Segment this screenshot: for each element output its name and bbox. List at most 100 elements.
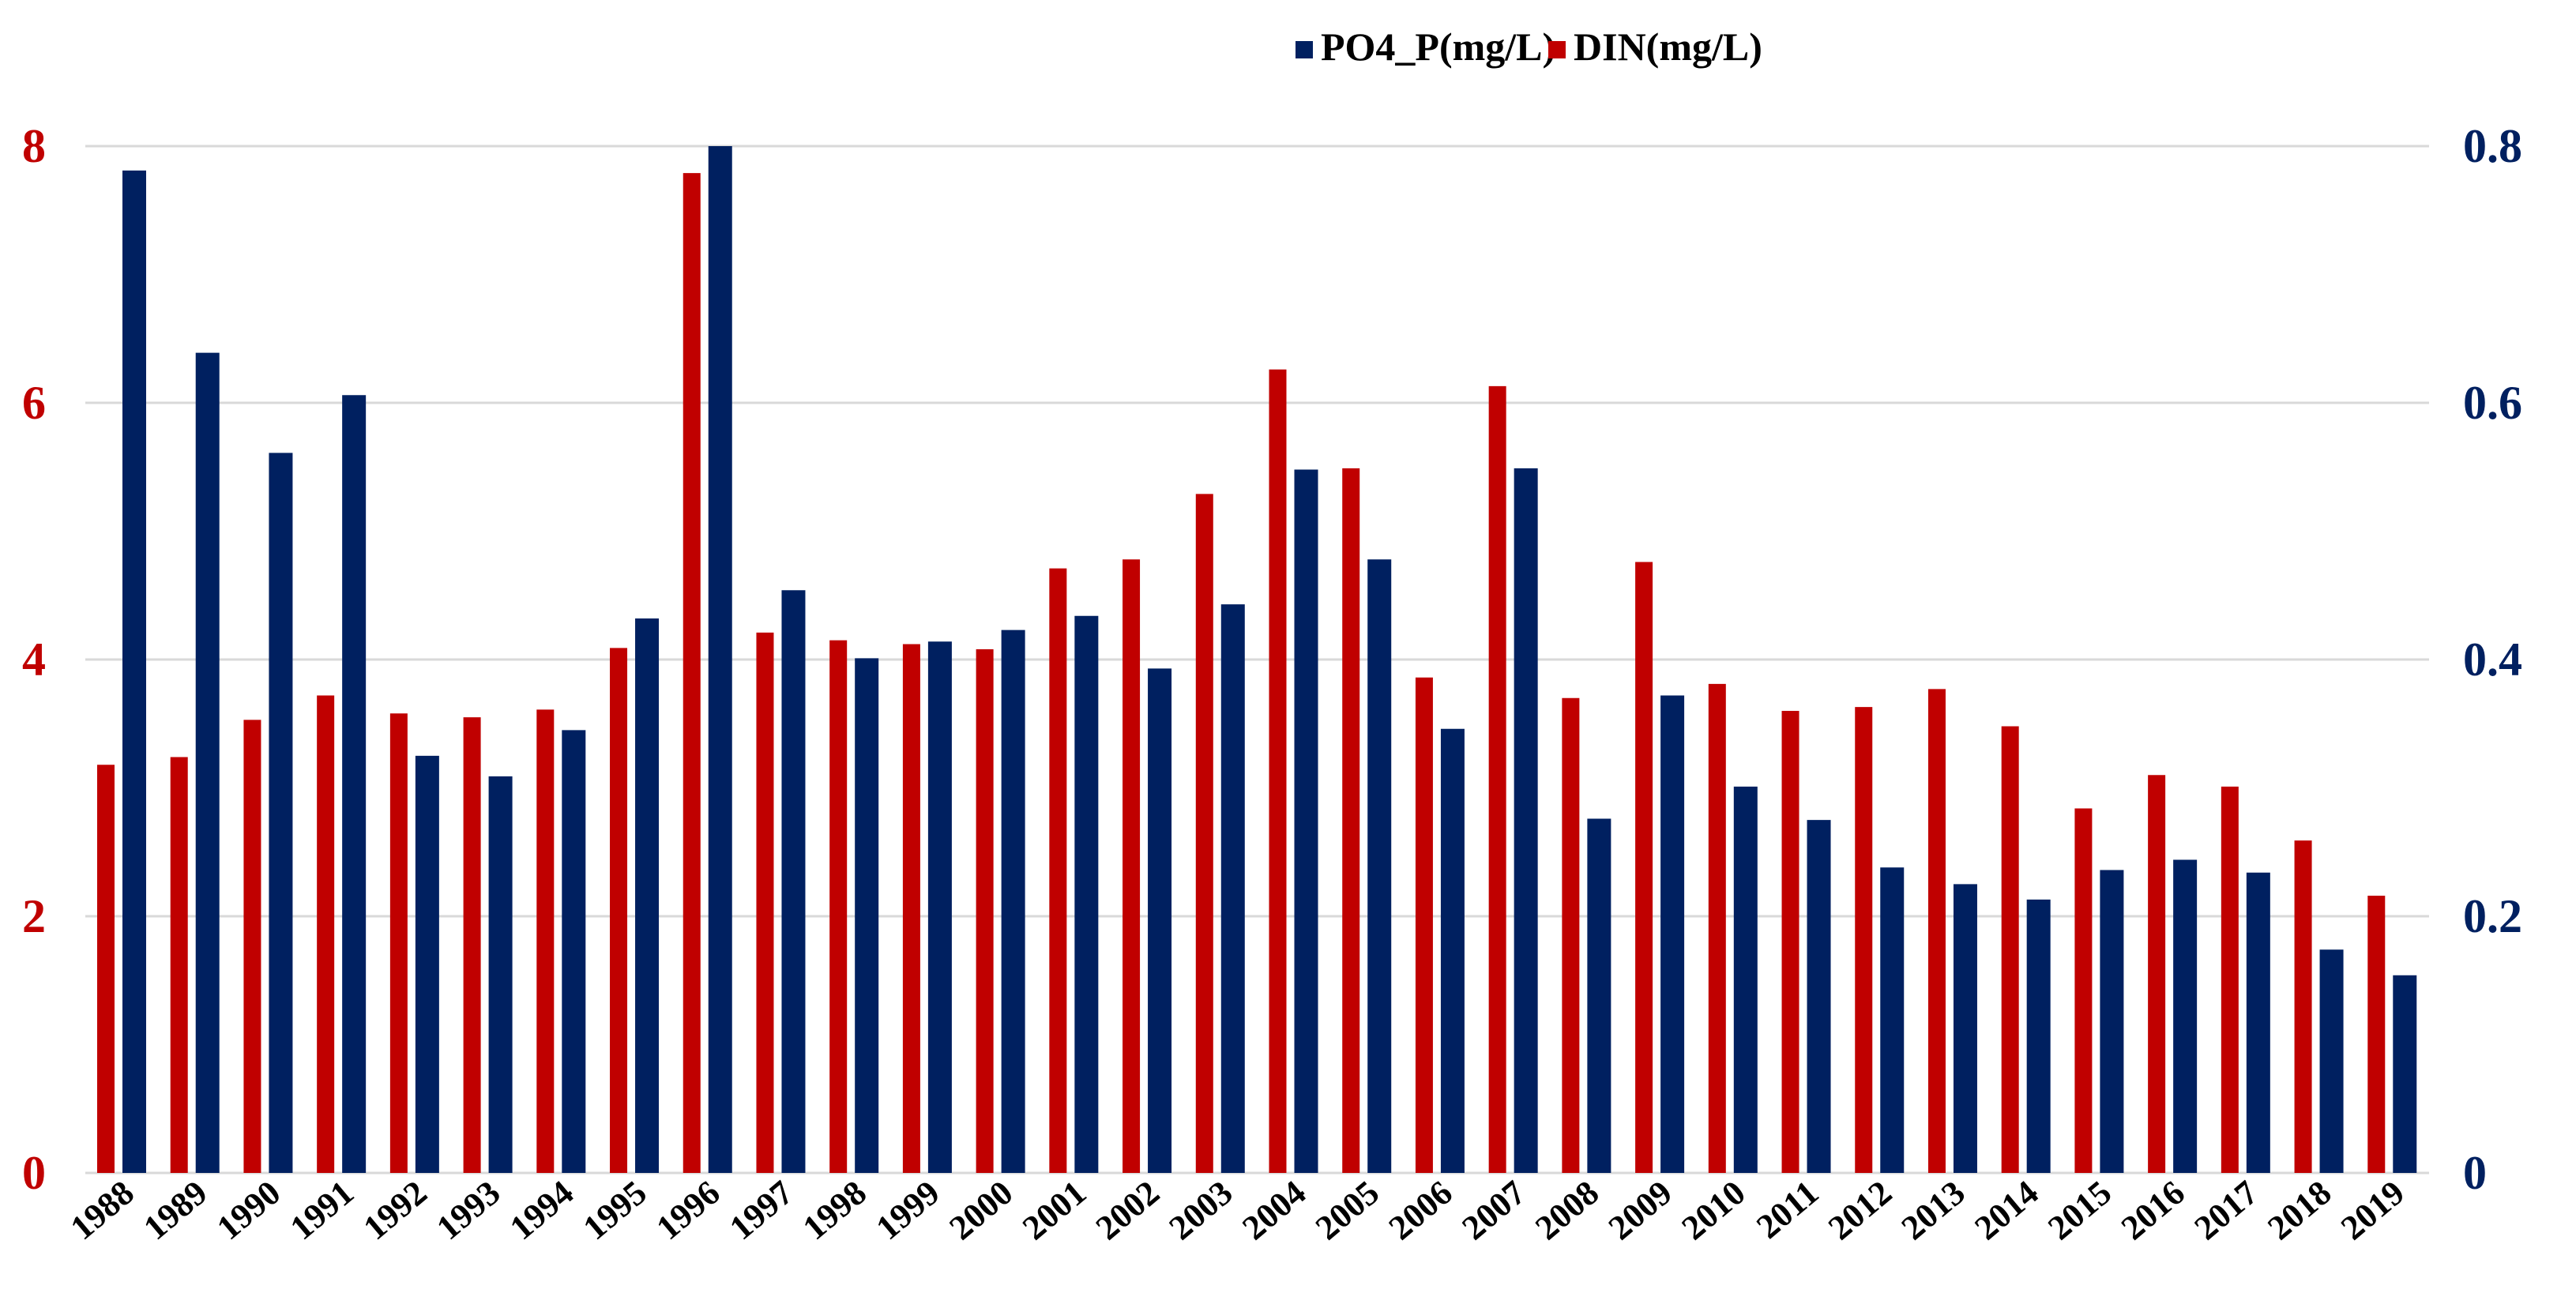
x-tick-label: 1994 <box>502 1173 581 1247</box>
left-tick-label: 0 <box>22 1147 46 1199</box>
bar-po4-2015 <box>2100 870 2124 1173</box>
bar-po4-2019 <box>2393 975 2417 1173</box>
x-tick-label: 1997 <box>722 1173 800 1247</box>
x-tick-label: 1992 <box>356 1173 434 1247</box>
x-tick-label: 2006 <box>1382 1173 1460 1247</box>
bar-din-2018 <box>2294 840 2312 1173</box>
bar-din-1993 <box>463 717 481 1173</box>
x-tick-label: 2010 <box>1675 1173 1753 1247</box>
bar-po4-1996 <box>708 146 732 1173</box>
x-tick-label: 2019 <box>2333 1173 2412 1247</box>
bar-din-2017 <box>2221 786 2239 1173</box>
right-tick-label: 0.2 <box>2463 890 2522 942</box>
x-tick-label: 2002 <box>1089 1173 1167 1247</box>
bar-din-1997 <box>756 632 774 1173</box>
bar-din-2005 <box>1342 468 1360 1173</box>
bar-din-2011 <box>1781 711 1799 1173</box>
bar-po4-1991 <box>342 395 367 1173</box>
right-tick-label: 0.8 <box>2463 120 2522 172</box>
bar-din-2012 <box>1855 707 1873 1173</box>
x-tick-label: 2014 <box>1968 1173 2046 1247</box>
bar-po4-1998 <box>855 658 879 1173</box>
legend-label-din: DIN(mg/L) <box>1574 24 1762 69</box>
right-tick-label: 0.4 <box>2463 633 2522 686</box>
bar-po4-2016 <box>2173 859 2198 1173</box>
x-tick-label: 1999 <box>869 1173 947 1247</box>
x-tick-label: 1991 <box>283 1173 361 1247</box>
right-tick-label: 0 <box>2463 1147 2487 1199</box>
bar-po4-1999 <box>927 641 952 1173</box>
bar-din-2013 <box>1927 689 1946 1173</box>
bar-po4-2009 <box>1660 695 1685 1173</box>
x-tick-label: 2003 <box>1162 1173 1240 1247</box>
x-tick-label: 1998 <box>795 1173 874 1247</box>
x-tick-label: 2017 <box>2187 1173 2266 1247</box>
x-tick-label: 1988 <box>63 1173 141 1247</box>
bar-po4-2000 <box>1001 630 1025 1173</box>
left-tick-label: 6 <box>22 377 46 429</box>
bar-po4-2005 <box>1367 559 1392 1173</box>
bar-din-2014 <box>2001 726 2019 1173</box>
bar-po4-2010 <box>1733 786 1758 1173</box>
x-tick-label: 2012 <box>1821 1173 1899 1247</box>
x-tick-label: 2015 <box>2040 1173 2119 1247</box>
bar-po4-1990 <box>269 453 293 1173</box>
bar-din-1994 <box>536 709 555 1173</box>
bar-din-2004 <box>1269 369 1287 1173</box>
left-tick-label: 4 <box>22 633 46 686</box>
bar-po4-2011 <box>1807 820 1831 1173</box>
x-tick-label: 1993 <box>429 1173 507 1247</box>
x-tick-label: 1995 <box>576 1173 654 1247</box>
x-tick-label: 2005 <box>1308 1173 1386 1247</box>
bar-din-2002 <box>1123 559 1141 1173</box>
bar-po4-1993 <box>488 776 513 1173</box>
bar-din-2015 <box>2074 808 2093 1173</box>
x-tick-label: 1990 <box>209 1173 288 1247</box>
legend: PO4_P(mg/L) DIN(mg/L) <box>1296 24 1762 69</box>
bar-din-2008 <box>1562 697 1580 1173</box>
bar-din-2016 <box>2148 775 2166 1173</box>
bar-din-2003 <box>1195 494 1213 1173</box>
bar-po4-2008 <box>1587 818 1611 1173</box>
x-tick-label: 2018 <box>2260 1173 2338 1247</box>
bar-din-1992 <box>389 713 408 1173</box>
bar-po4-2012 <box>1880 867 1905 1173</box>
x-tick-label: 2007 <box>1455 1173 1533 1247</box>
bar-din-2006 <box>1415 677 1433 1173</box>
bar-po4-2006 <box>1440 728 1465 1173</box>
x-tick-label: 2000 <box>942 1173 1021 1247</box>
x-tick-label: 2004 <box>1235 1173 1313 1247</box>
left-axis-ticks: 0 2 4 6 8 <box>22 120 46 1199</box>
bar-din-2019 <box>2367 896 2386 1173</box>
bar-din-1990 <box>243 720 261 1173</box>
x-tick-label: 2016 <box>2114 1173 2192 1247</box>
bar-po4-1994 <box>562 730 586 1173</box>
bar-po4-2007 <box>1514 468 1538 1173</box>
bar-po4-2001 <box>1074 615 1099 1173</box>
bar-po4-1989 <box>195 352 220 1173</box>
bar-po4-1997 <box>781 590 806 1173</box>
bar-din-1988 <box>97 765 115 1173</box>
legend-swatch-po4 <box>1296 41 1313 58</box>
bar-po4-2018 <box>2319 949 2344 1173</box>
x-tick-label: 2009 <box>1601 1173 1679 1247</box>
bar-din-1995 <box>610 648 628 1173</box>
bar-po4-2002 <box>1148 668 1172 1173</box>
x-tick-label: 2001 <box>1015 1173 1093 1247</box>
x-tick-label: 2011 <box>1749 1173 1826 1246</box>
bar-din-1991 <box>317 695 335 1173</box>
bar-din-2000 <box>976 649 994 1173</box>
x-axis-ticks: 1988198919901991199219931994199519961997… <box>63 1173 2412 1247</box>
bar-po4-1992 <box>415 755 439 1173</box>
bar-po4-1988 <box>122 170 146 1173</box>
bar-po4-1995 <box>635 618 660 1173</box>
x-tick-label: 1996 <box>649 1173 728 1247</box>
bar-po4-2014 <box>2026 899 2051 1173</box>
x-tick-label: 2008 <box>1528 1173 1606 1247</box>
bar-po4-2013 <box>1953 884 1977 1173</box>
bar-din-2010 <box>1708 683 1726 1173</box>
bar-din-1998 <box>829 640 848 1173</box>
bars <box>97 146 2417 1173</box>
bar-din-1989 <box>170 757 188 1173</box>
